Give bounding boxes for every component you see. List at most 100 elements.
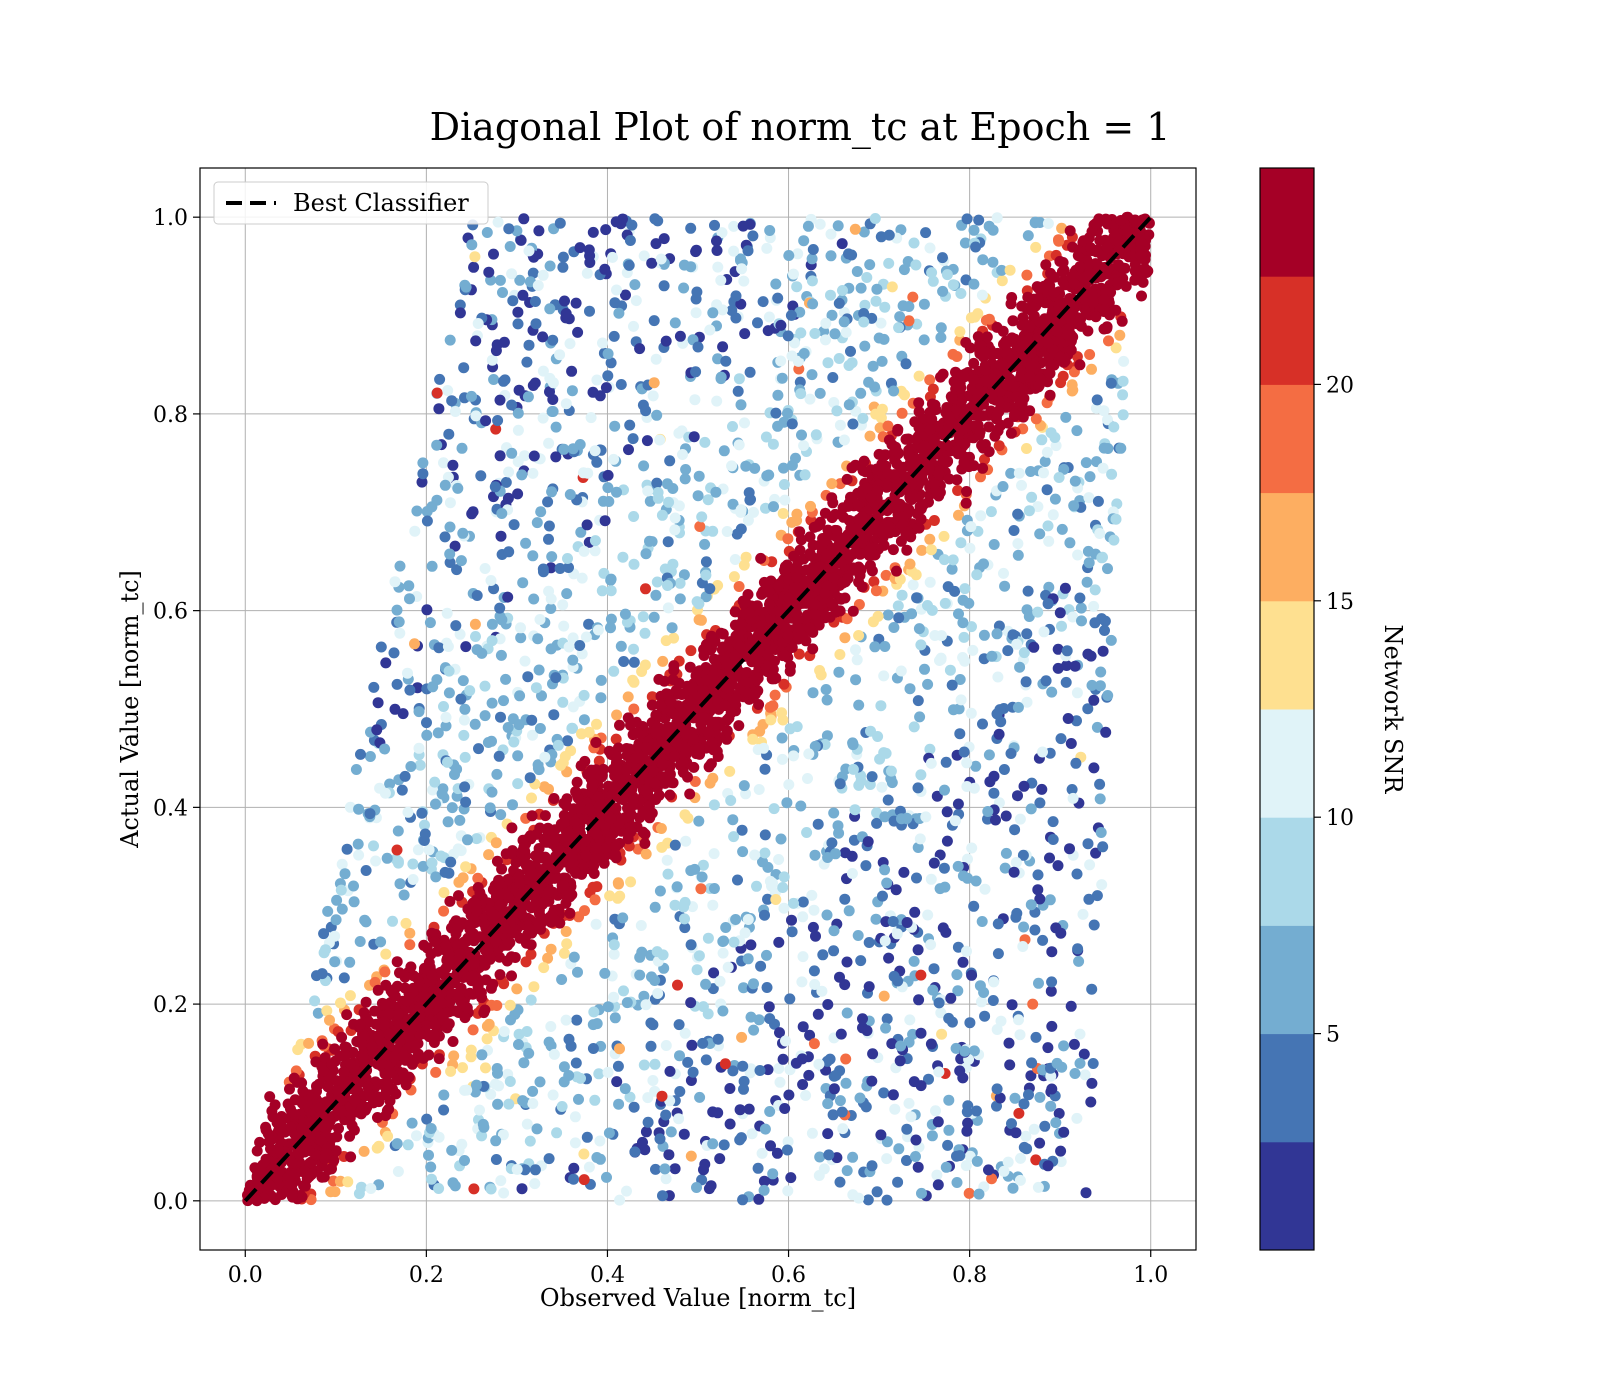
scatter-point: [576, 648, 588, 660]
scatter-point: [547, 394, 559, 405]
scatter-point: [494, 274, 506, 286]
scatter-point: [786, 926, 798, 938]
scatter-point: [736, 824, 748, 836]
scatter-point: [959, 583, 971, 595]
scatter-point: [521, 1026, 533, 1037]
scatter-point: [1082, 545, 1094, 557]
scatter-point: [762, 893, 773, 905]
scatter-point: [488, 374, 500, 385]
scatter-point: [684, 661, 696, 673]
scatter-point: [979, 1010, 991, 1022]
scatter-point: [969, 311, 981, 323]
scatter-point: [335, 884, 347, 896]
scatter-point: [446, 395, 458, 407]
scatter-point: [693, 815, 705, 827]
scatter-point: [561, 588, 573, 600]
scatter-point: [1004, 264, 1016, 276]
scatter-point: [737, 846, 749, 858]
scatter-point: [1058, 463, 1070, 475]
scatter-point: [574, 640, 586, 651]
scatter-point: [621, 997, 633, 1009]
scatter-point: [578, 689, 590, 701]
scatter-point: [1046, 946, 1058, 958]
scatter-point: [491, 1063, 503, 1074]
scatter-point: [1018, 921, 1030, 933]
scatter-point: [849, 223, 861, 235]
scatter-point: [745, 939, 757, 951]
scatter-point: [935, 322, 947, 334]
scatter-point: [514, 274, 526, 286]
scatter-point: [727, 498, 739, 510]
scatter-point: [691, 964, 703, 976]
scatter-point: [935, 332, 947, 343]
scatter-point: [425, 1123, 437, 1134]
scatter-point: [658, 233, 670, 245]
scatter-point: [427, 681, 439, 693]
scatter-point: [460, 861, 472, 873]
scatter-point: [740, 788, 752, 800]
scatter-point: [938, 862, 950, 874]
scatter-point: [479, 710, 491, 722]
scatter-point: [876, 355, 888, 367]
scatter-point: [614, 890, 626, 902]
scatter-point: [654, 1133, 666, 1145]
scatter-point: [771, 1147, 783, 1159]
scatter-point: [855, 387, 867, 399]
scatter-point: [880, 1022, 892, 1034]
scatter-point: [678, 259, 690, 271]
scatter-point: [1137, 276, 1149, 288]
scatter-point: [1022, 585, 1034, 597]
scatter-point: [1018, 1098, 1030, 1110]
scatter-point: [904, 1014, 916, 1026]
scatter-point: [774, 1027, 785, 1039]
scatter-point: [782, 1136, 794, 1148]
scatter-point: [926, 1130, 938, 1142]
scatter-point: [665, 1126, 677, 1138]
scatter-point: [937, 922, 949, 934]
scatter-point: [717, 304, 728, 316]
scatter-point: [1098, 405, 1110, 417]
scatter-point: [292, 1044, 304, 1056]
scatter-point: [685, 1150, 697, 1162]
scatter-point: [861, 272, 873, 283]
scatter-point: [623, 259, 635, 271]
scatter-point: [872, 610, 884, 622]
scatter-point: [557, 599, 569, 611]
scatter-point: [764, 1013, 776, 1025]
scatter-point: [833, 666, 845, 678]
scatter-point: [458, 714, 470, 726]
scatter-point: [1071, 715, 1082, 727]
scatter-point: [964, 1017, 976, 1029]
scatter-point: [775, 355, 787, 367]
scatter-point: [866, 771, 878, 783]
scatter-point: [962, 853, 973, 865]
scatter-point: [638, 460, 650, 472]
scatter-point: [827, 1109, 839, 1121]
scatter-point: [826, 309, 838, 321]
scatter-point: [838, 316, 850, 328]
scatter-point: [708, 848, 720, 860]
scatter-point: [435, 850, 447, 862]
scatter-point: [878, 333, 890, 345]
scatter-point: [391, 678, 403, 690]
scatter-point: [368, 840, 379, 852]
scatter-point: [685, 1075, 697, 1086]
scatter-point: [1052, 860, 1064, 872]
scatter-point: [937, 252, 948, 264]
scatter-point: [531, 517, 543, 529]
scatter-point: [364, 808, 376, 820]
scatter-point: [816, 985, 828, 997]
scatter-point: [628, 656, 640, 668]
scatter-point: [547, 1089, 559, 1101]
scatter-point: [554, 217, 566, 229]
scatter-point: [451, 763, 463, 775]
scatter-point: [966, 621, 977, 633]
scatter-point: [1074, 1057, 1086, 1069]
scatter-point: [514, 690, 526, 702]
scatter-point: [599, 967, 611, 979]
scatter-point: [963, 597, 975, 609]
scatter-point: [767, 438, 779, 450]
scatter-point: [952, 485, 964, 496]
scatter-point: [855, 955, 867, 967]
scatter-point: [712, 261, 724, 273]
